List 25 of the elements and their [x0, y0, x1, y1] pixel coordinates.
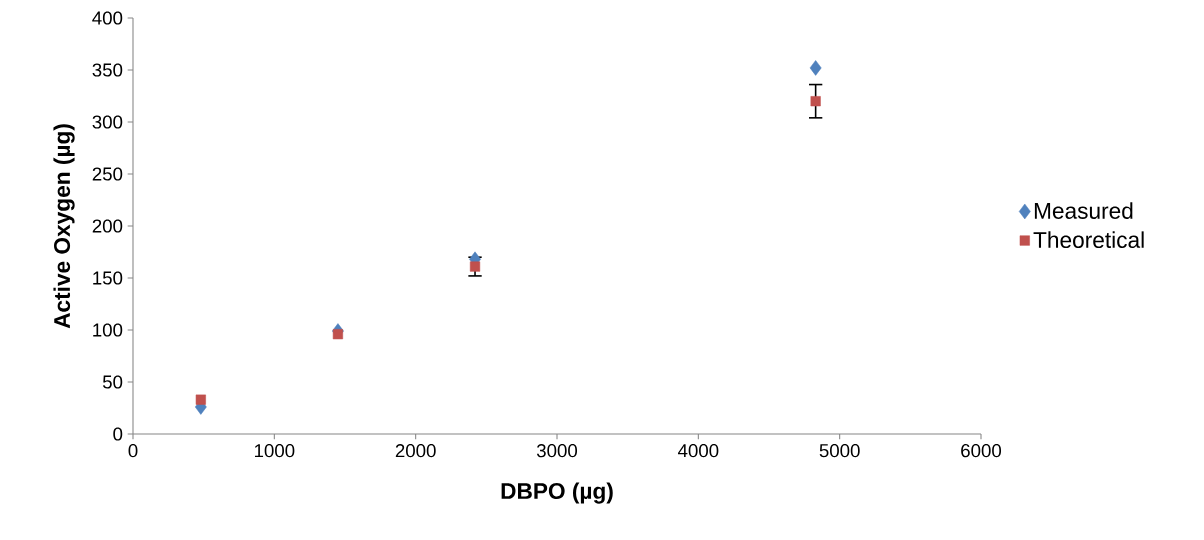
x-tick-label: 6000	[961, 444, 1002, 458]
x-tick-label: 4000	[677, 444, 719, 458]
y-tick-label: 150	[93, 271, 123, 285]
y-tick-label: 0	[113, 427, 123, 441]
point	[332, 329, 343, 340]
x-tick-label: 3000	[536, 444, 578, 458]
y-axis-title: Active Oxygen (µg)	[53, 124, 75, 329]
x-tick-label: 1000	[254, 444, 295, 458]
y-tick-label: 100	[93, 323, 123, 337]
y-tick-label: 50	[102, 375, 123, 389]
x-axis-title: DBPO (µg)	[501, 482, 613, 504]
x-tick-label: 5000	[819, 444, 860, 458]
y-tick-label: 300	[92, 115, 123, 129]
point	[810, 96, 821, 107]
legend-label: Theoretical	[1033, 231, 1144, 248]
point	[195, 394, 206, 405]
y-tick-label: 250	[92, 167, 123, 181]
x-tick-label: 0	[128, 444, 138, 458]
y-tick-label: 350	[92, 63, 123, 77]
legend-label: Measured	[1034, 202, 1133, 219]
x-tick-label: 2000	[395, 444, 436, 458]
point	[469, 261, 481, 272]
y-tick-label: 400	[92, 11, 123, 25]
y-tick-label: 200	[92, 219, 123, 233]
point	[809, 60, 822, 76]
